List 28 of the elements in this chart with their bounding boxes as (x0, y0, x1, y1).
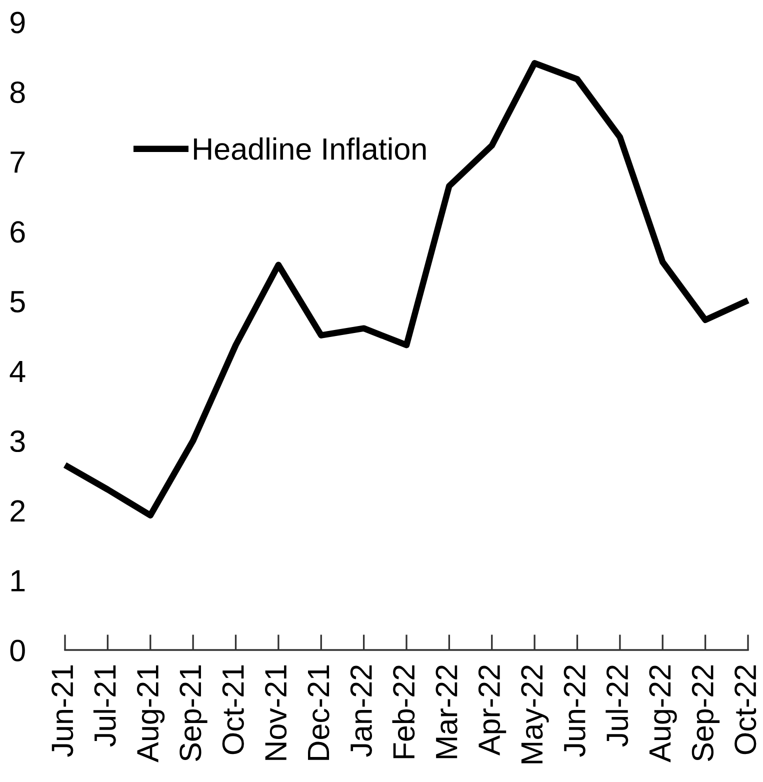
x-tick-label: Aug-21 (136, 665, 165, 762)
x-tick-label: May-22 (521, 665, 549, 764)
x-tick-label: Apr-22 (478, 665, 506, 756)
x-tick-label: Jun-21 (52, 665, 74, 757)
y-tick-label: 5 (10, 291, 25, 312)
x-tick-label: Mar-22 (436, 665, 458, 758)
x-tick-label: Oct-22 (734, 665, 756, 754)
legend-label: Headline Inflation (194, 137, 426, 160)
y-tick-label: 9 (10, 12, 25, 34)
x-tick-label: Jul-21 (93, 665, 116, 747)
y-tick-label: 2 (10, 500, 25, 522)
y-tick-label: 4 (10, 360, 26, 382)
x-tick-label: Feb-22 (392, 665, 415, 758)
y-tick-label: 1 (11, 570, 25, 592)
x-tick-label: Sep-22 (692, 665, 720, 762)
y-tick-label: 3 (10, 430, 25, 452)
x-tick-label: Dec-21 (308, 665, 330, 760)
x-tick-label: Sep-21 (180, 665, 208, 762)
x-tick-label: Nov-21 (265, 665, 287, 760)
y-tick-label: 8 (10, 82, 25, 104)
y-tick-label: 7 (10, 152, 25, 173)
x-tick-label: Jul-22 (606, 665, 628, 747)
x-tick-label: Jun-22 (564, 665, 586, 757)
y-tick-label: 6 (10, 221, 25, 243)
x-tick-label: Aug-22 (649, 665, 677, 762)
y-tick-label: 0 (10, 640, 25, 662)
x-tick-label: Oct-21 (222, 665, 244, 754)
x-tick-label: Jan-22 (350, 665, 372, 757)
